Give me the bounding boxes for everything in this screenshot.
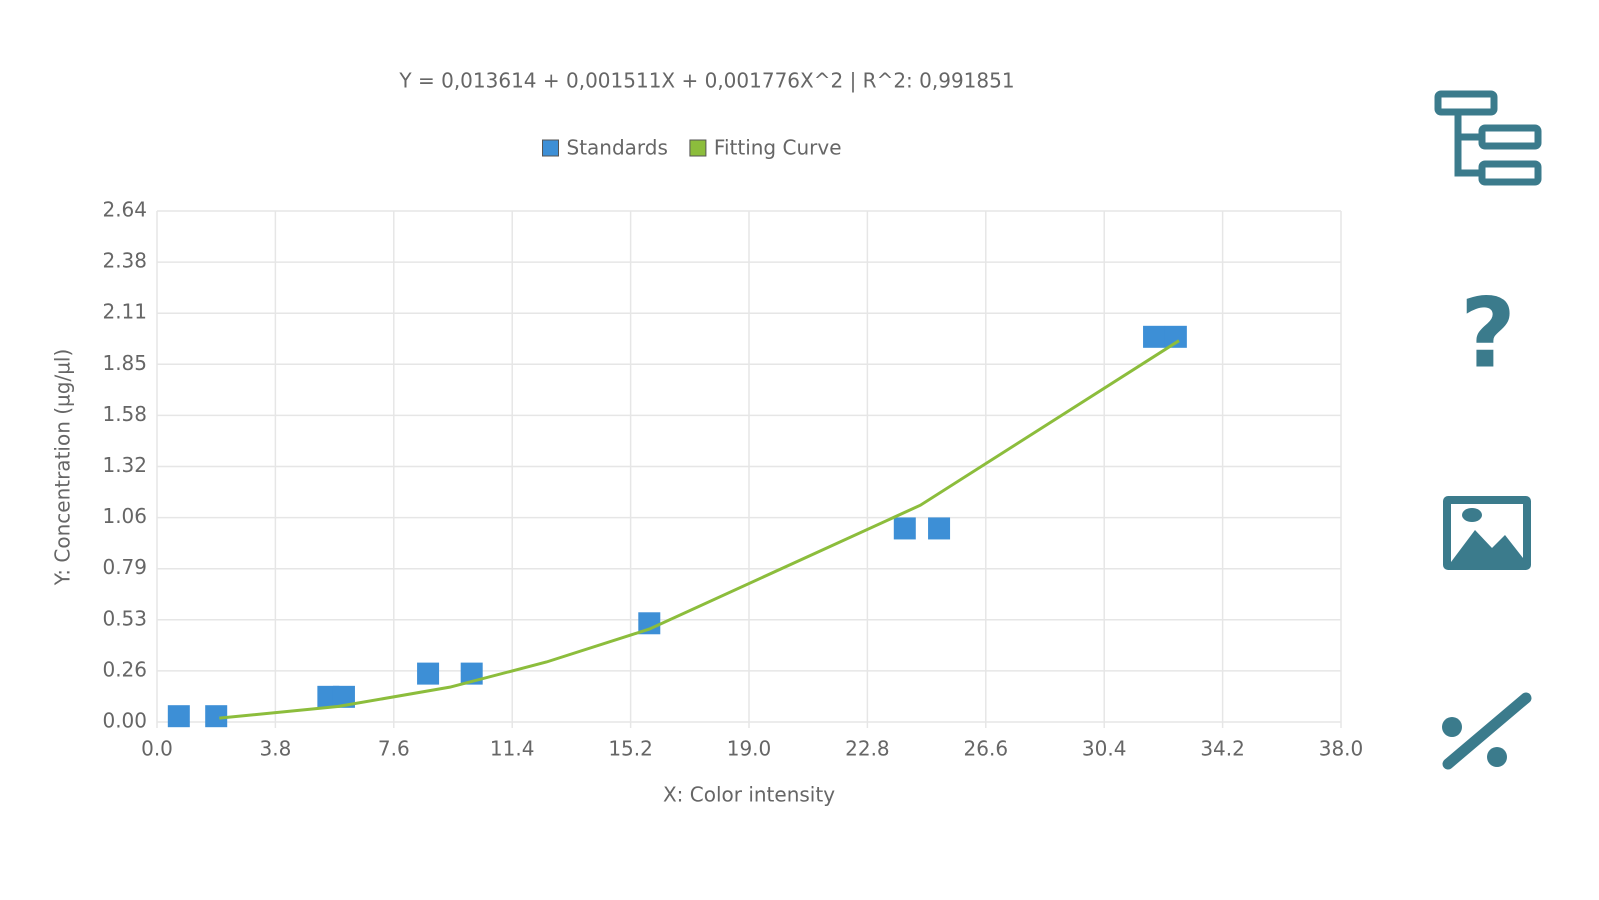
fitting-curve [219,339,1180,720]
legend: Standards Fitting Curve [542,136,842,160]
data-point [417,662,440,685]
legend-label: Standards [567,136,668,160]
legend-label: Fitting Curve [714,136,842,160]
y-tick-label: 1.85 [102,351,147,375]
data-point [332,685,355,708]
x-tick-label: 3.8 [259,737,291,761]
y-tick-label: 0.79 [102,555,147,579]
percent-icon[interactable] [1442,692,1532,770]
data-point [205,705,228,728]
y-tick-label: 1.32 [102,453,147,477]
x-tick-label: 11.4 [490,737,535,761]
data-point [893,517,916,540]
x-tick-label: 22.8 [845,737,890,761]
x-tick-label: 0.0 [141,737,173,761]
data-point [638,612,661,635]
x-tick-label: 7.6 [378,737,410,761]
y-tick-label: 1.06 [102,504,147,528]
tree-icon[interactable] [1434,90,1542,186]
y-tick-label: 0.00 [102,709,147,733]
x-axis-label: X: Color intensity [663,783,835,807]
x-tick-label: 38.0 [1319,737,1364,761]
y-axis-label: Y: Concentration (µg/µl) [51,349,75,587]
help-icon[interactable]: ? [1460,277,1516,389]
x-tick-label: 34.2 [1200,737,1245,761]
y-tick-label: 2.64 [102,198,147,222]
y-tick-label: 2.11 [102,300,147,324]
data-point [167,705,190,728]
y-tick-label: 0.26 [102,657,147,681]
x-tick-label: 19.0 [727,737,772,761]
chart-title: Y = 0,013614 + 0,001511X + 0,001776X^2 |… [398,69,1014,93]
x-tick-label: 15.2 [608,737,653,761]
x-tick-label: 26.6 [964,737,1009,761]
y-tick-label: 1.58 [102,402,147,426]
y-tick-label: 0.53 [102,606,147,630]
y-tick-label: 2.38 [102,249,147,273]
legend-swatch [689,139,707,157]
data-point [928,517,951,540]
image-icon[interactable] [1443,496,1531,570]
data-point [1143,325,1166,348]
x-tick-label: 30.4 [1082,737,1127,761]
data-point [1164,325,1187,348]
legend-swatch [542,139,560,157]
